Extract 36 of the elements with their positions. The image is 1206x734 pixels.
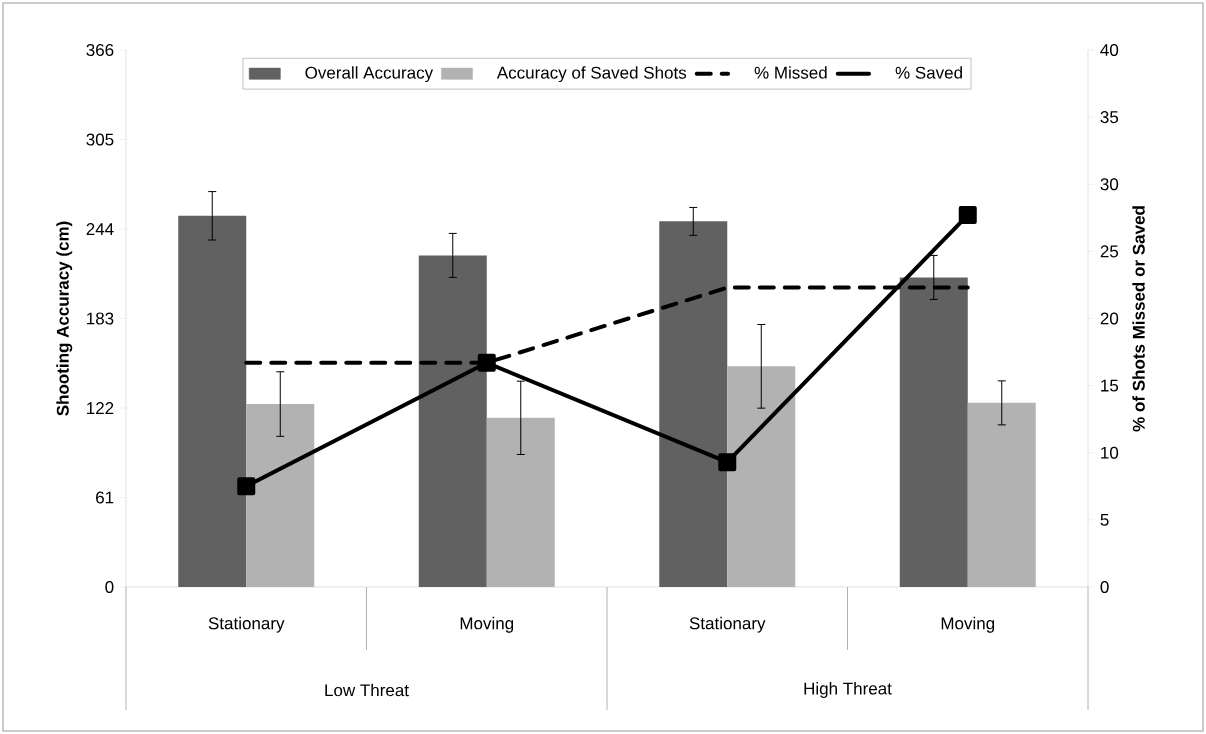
y-tick-label: 183 — [87, 312, 114, 325]
y-tick-label: 366 — [86, 43, 114, 57]
y2-tick-label: 30 — [1100, 178, 1119, 191]
point — [477, 353, 496, 372]
y2-tick-label: 10 — [1101, 446, 1119, 459]
bar — [899, 277, 968, 587]
text: Low Threat — [325, 683, 409, 697]
bar — [178, 215, 247, 587]
legend-label: % Missed — [754, 66, 827, 79]
text: High Threat — [804, 682, 892, 698]
point — [237, 477, 256, 496]
legend-label: Overall Accuracy — [305, 66, 434, 83]
y2-tick-label: 25 — [1100, 245, 1119, 258]
x-tick-label: Stationary — [689, 616, 766, 633]
y-tick-label: 305 — [86, 133, 114, 146]
x-tick-label: Moving — [941, 616, 995, 633]
y2-axis-title: % of Shots Missed or Saved — [1132, 206, 1145, 432]
y2-tick-label: 20 — [1100, 312, 1119, 325]
point — [718, 453, 737, 472]
y-tick-label: 122 — [87, 402, 114, 414]
x-tick-label: Moving — [460, 616, 514, 633]
y2-tick-label: 5 — [1100, 513, 1109, 526]
legend-label: Accuracy of Saved Shots — [496, 66, 687, 83]
y-tick-label: 244 — [86, 223, 114, 235]
y2-tick-label: 40 — [1100, 43, 1119, 57]
point — [958, 206, 977, 225]
y2-tick-label: 15 — [1101, 379, 1119, 392]
y2-tick-label: 0 — [1100, 580, 1109, 594]
x-tick-label: Stationary — [208, 616, 285, 633]
legend-label: % Saved — [895, 66, 962, 79]
bar — [418, 255, 487, 587]
y-axis-title: Shooting Accuracy (cm) — [56, 221, 73, 416]
bar — [659, 221, 728, 587]
y-tick-label: 61 — [96, 491, 114, 504]
y2-tick-label: 35 — [1100, 111, 1119, 124]
y-tick-label: 0 — [105, 580, 114, 594]
